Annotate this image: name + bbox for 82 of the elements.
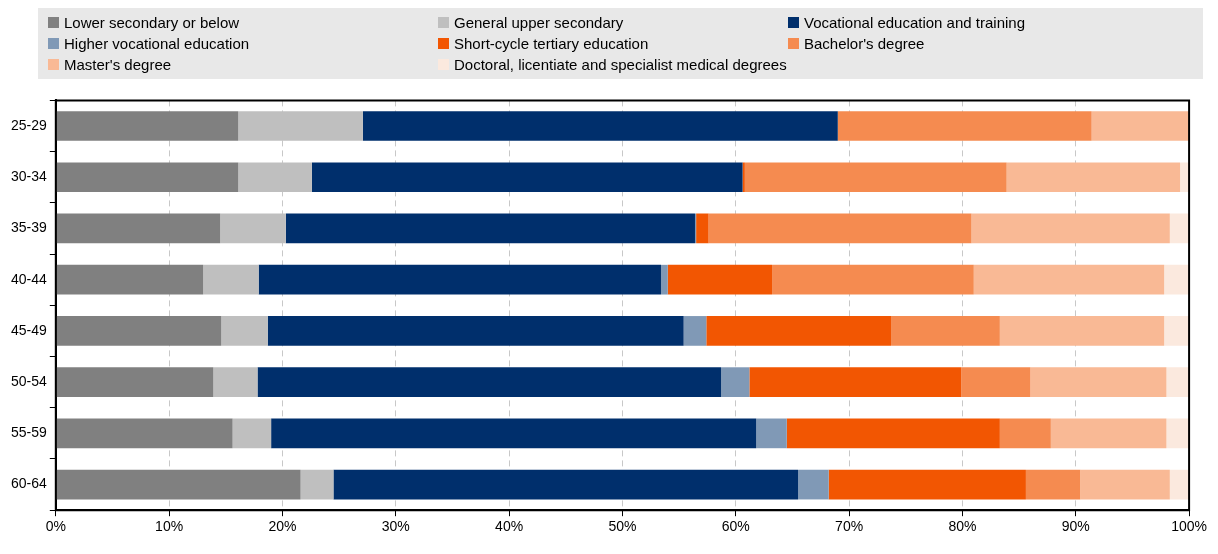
bar	[213, 367, 258, 397]
legend-label: Bachelor's degree	[804, 34, 925, 54]
bar	[828, 469, 1026, 500]
bar	[258, 264, 661, 295]
bar	[1050, 418, 1167, 449]
y-tick-label: 35-39	[10, 219, 48, 236]
y-tick-label: 40-44	[10, 270, 48, 287]
bar	[756, 418, 787, 449]
bar	[1166, 418, 1190, 449]
bar	[721, 367, 750, 397]
bar	[221, 316, 268, 346]
y-tick-label: 25-29	[10, 116, 48, 133]
bar	[1169, 469, 1190, 500]
bar	[891, 316, 1000, 346]
bar	[696, 213, 709, 244]
bar	[271, 418, 757, 449]
x-tick-label: 60%	[721, 518, 750, 535]
bar	[56, 111, 239, 141]
bar	[708, 213, 972, 244]
bar	[667, 264, 773, 295]
bar	[1030, 367, 1167, 397]
legend-label: Vocational education and training	[804, 13, 1026, 33]
x-tick-label: 0%	[45, 518, 66, 535]
legend-label: General upper secondary	[454, 13, 624, 33]
bar	[1006, 162, 1181, 193]
bar	[749, 367, 962, 397]
bar	[1166, 367, 1190, 397]
y-tick-label: 30-34	[10, 168, 48, 185]
bar	[1164, 264, 1190, 295]
legend-label: Master's degree	[64, 55, 172, 75]
x-tick-label: 70%	[835, 518, 864, 535]
x-tick-label: 100%	[1171, 518, 1207, 535]
bar	[837, 111, 1092, 141]
bar	[203, 264, 259, 295]
bar	[56, 162, 239, 193]
bar	[798, 469, 829, 500]
y-tick-label: 45-49	[10, 321, 48, 338]
legend-label: Short-cycle tertiary education	[454, 34, 649, 54]
bar	[660, 264, 668, 295]
bar	[267, 316, 684, 346]
bar	[999, 418, 1051, 449]
x-tick-label: 30%	[381, 518, 410, 535]
bar	[1080, 469, 1170, 500]
bar	[744, 162, 1007, 193]
bar	[786, 418, 1000, 449]
bar	[300, 469, 334, 500]
x-tick-label: 50%	[608, 518, 637, 535]
y-tick-label: 60-64	[10, 475, 48, 492]
bar	[1091, 111, 1190, 141]
bar	[311, 162, 743, 193]
bar	[742, 162, 745, 193]
legend-label: Lower secondary or below	[64, 13, 240, 33]
bar	[232, 418, 272, 449]
bar	[772, 264, 974, 295]
y-tick-label: 50-54	[10, 373, 48, 389]
bar	[1169, 213, 1190, 244]
bar	[56, 264, 204, 295]
x-tick-label: 40%	[495, 518, 524, 535]
bar	[56, 469, 301, 500]
bar	[1164, 316, 1190, 346]
bar	[961, 367, 1031, 397]
bar	[257, 367, 722, 397]
y-tick-label: 55-59	[10, 424, 48, 441]
bar	[333, 469, 799, 500]
x-tick-label: 80%	[948, 518, 977, 535]
x-tick-label: 20%	[268, 518, 297, 535]
bar	[971, 213, 1170, 244]
legend-label: Higher vocational education	[64, 34, 250, 54]
x-tick-label: 10%	[155, 518, 184, 535]
bar	[285, 213, 695, 244]
bar	[683, 316, 707, 346]
bar	[706, 316, 892, 346]
bar	[56, 418, 233, 449]
bar	[1025, 469, 1081, 500]
bar	[56, 316, 222, 346]
bar	[56, 213, 221, 244]
bar	[999, 316, 1165, 346]
legend-label: Doctoral, licentiate and specialist medical degrees	[454, 55, 787, 75]
bar	[362, 111, 838, 141]
x-tick-label: 90%	[1061, 518, 1090, 535]
bar	[56, 367, 214, 397]
bar	[973, 264, 1165, 295]
